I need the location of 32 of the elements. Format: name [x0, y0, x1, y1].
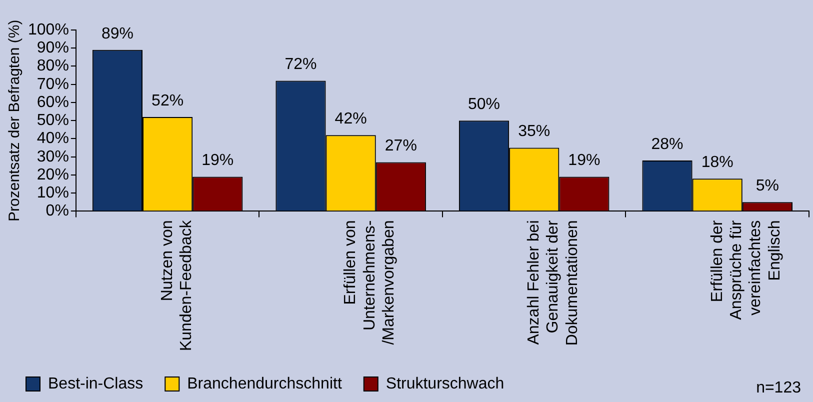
x-tick-label: Erfüllen der Ansprüche für vereinfachtes Englisch	[708, 220, 784, 320]
y-tick-label: 100%	[28, 21, 69, 38]
legend-label: Strukturschwach	[386, 375, 504, 392]
x-tick-label: Erfüllen von Unternehmens-/Markenvorgaben	[342, 220, 398, 345]
data-label: 18%	[701, 154, 734, 172]
y-tick-label: 30%	[36, 148, 69, 166]
x-tick-label: Anzahl Fehler bei Genauigkeit der Dokumentationen	[526, 220, 581, 346]
data-label: 5%	[756, 178, 780, 195]
y-tick-label: 80%	[36, 58, 69, 75]
data-label: 35%	[518, 123, 550, 140]
data-label: 50%	[468, 96, 500, 114]
data-label: 19%	[202, 152, 234, 170]
y-tick-label: 60%	[36, 94, 69, 111]
data-label: 89%	[101, 25, 134, 42]
data-label: 27%	[384, 138, 417, 155]
y-tick-label: 20%	[36, 166, 69, 184]
text: n=123	[756, 379, 802, 396]
y-axis-title: Prozentsatz der Befragten (%)	[6, 20, 24, 222]
y-tick-label: 50%	[36, 112, 69, 130]
y-tick-label: 70%	[36, 76, 69, 93]
legend-label: Branchendurchschnitt	[187, 375, 342, 392]
y-tick-label: 10%	[36, 184, 69, 202]
x-tick-label: Nutzen von Kunden-Feedback	[158, 219, 196, 352]
data-label: 72%	[284, 56, 317, 74]
data-label: 19%	[568, 152, 600, 170]
y-tick-label: 0%	[46, 202, 69, 220]
data-label: 28%	[651, 136, 684, 153]
y-tick-label: 40%	[36, 130, 69, 148]
data-label: 52%	[152, 92, 184, 110]
data-label: 42%	[334, 110, 367, 128]
legend-label: Best-in-Class	[48, 375, 144, 392]
y-tick-label: 90%	[36, 40, 69, 57]
